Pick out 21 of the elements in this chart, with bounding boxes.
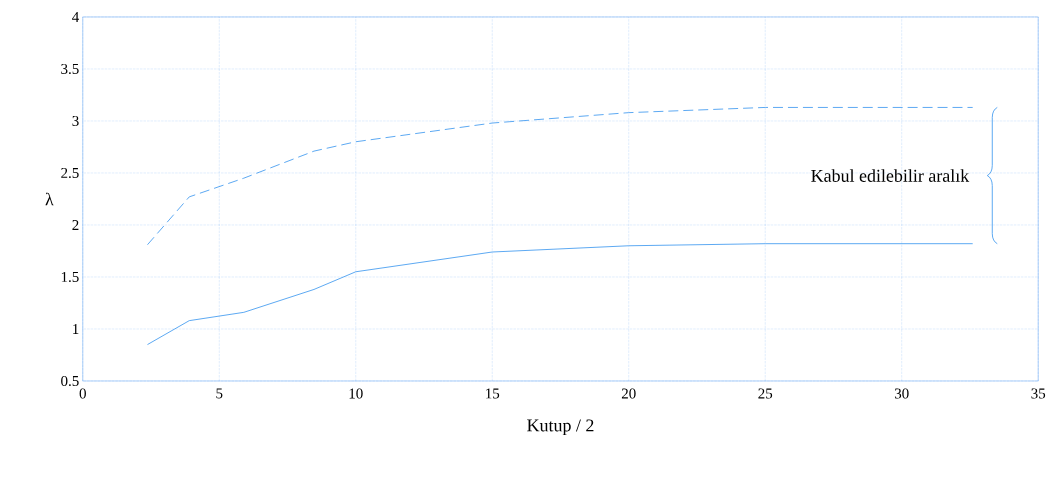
x-tick-label: 5 <box>216 388 223 399</box>
line-series <box>147 243 974 346</box>
x-tick-label: 25 <box>758 388 773 399</box>
x-tick-label: 20 <box>621 388 636 399</box>
line-series <box>147 107 974 246</box>
y-tick-label: 4 <box>72 12 80 23</box>
y-tick-label: 2.5 <box>61 168 79 179</box>
y-tick-label: 1 <box>73 324 79 335</box>
x-tick-label: 15 <box>486 388 500 399</box>
y-tick-label: 1.5 <box>61 272 79 283</box>
x-tick-label: 0 <box>79 388 86 399</box>
x-tick-label: 10 <box>349 388 363 399</box>
x-axis-title: Kutup / 2 <box>527 419 594 436</box>
x-tick-label: 35 <box>1031 388 1046 399</box>
y-tick-label: 3.5 <box>61 64 79 75</box>
y-tick-label: 0.5 <box>61 376 79 387</box>
y-tick-label: 3 <box>72 116 79 127</box>
x-tick-label: 30 <box>894 388 909 399</box>
y-tick-label: 2 <box>72 220 79 231</box>
y-axis-title: λ <box>45 192 54 206</box>
annotation: Kabul edilebilir aralık <box>811 169 970 183</box>
